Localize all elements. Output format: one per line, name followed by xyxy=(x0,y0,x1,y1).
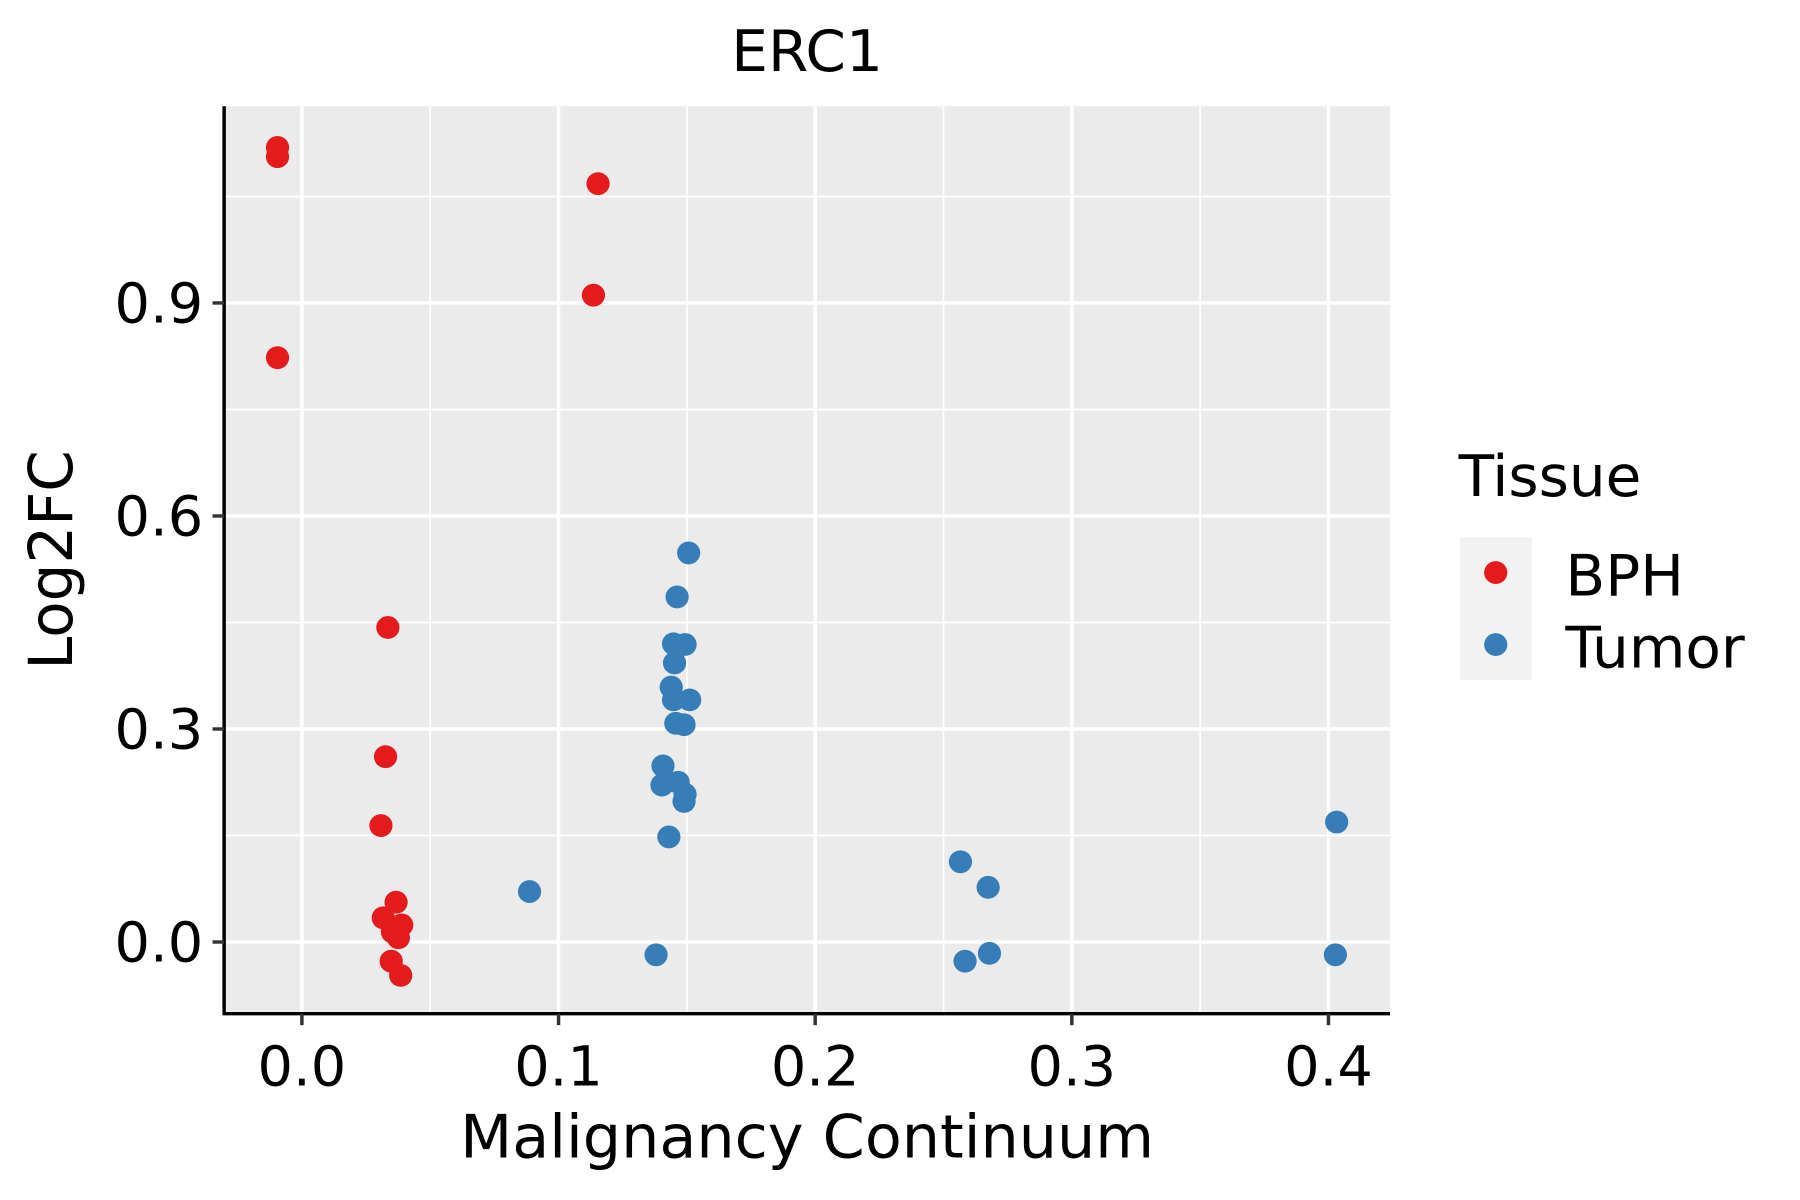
y-tick-label: 0.3 xyxy=(115,699,204,762)
point-tumor xyxy=(1325,810,1349,834)
x-tick-label: 0.4 xyxy=(1284,1036,1373,1099)
point-tumor xyxy=(673,633,697,656)
point-tumor xyxy=(948,850,973,874)
point-bph xyxy=(373,745,398,769)
legend-label-tumor: Tumor xyxy=(1564,615,1745,681)
point-tumor xyxy=(1323,943,1348,967)
axis-ticks: 0.0 0.1 0.2 0.3 0.4 0.0 0.3 0.6 0.9 xyxy=(115,273,1373,1100)
point-tumor xyxy=(644,943,668,967)
legend-key-bph xyxy=(1484,561,1508,584)
y-tick-label: 0.6 xyxy=(115,486,204,549)
gridlines xyxy=(224,106,1391,1014)
point-tumor xyxy=(651,754,675,778)
point-tumor xyxy=(661,688,686,712)
point-tumor xyxy=(650,773,674,797)
point-bph xyxy=(265,145,290,169)
legend-key-tumor xyxy=(1484,633,1508,656)
y-axis-label: Log2FC xyxy=(17,450,88,670)
legend: Tissue BPH Tumor xyxy=(1458,443,1746,681)
point-bph xyxy=(369,814,393,837)
point-bph xyxy=(265,346,290,370)
x-tick-label: 0.1 xyxy=(514,1036,603,1099)
point-bph xyxy=(389,963,413,987)
point-tumor xyxy=(976,875,1000,899)
point-bph xyxy=(386,926,411,950)
legend-title: Tissue xyxy=(1458,443,1642,509)
point-tumor xyxy=(517,880,542,904)
point-bph xyxy=(586,172,610,196)
point-tumor xyxy=(677,541,701,565)
x-tick-label: 0.3 xyxy=(1027,1036,1116,1099)
point-tumor xyxy=(672,713,696,737)
point-tumor xyxy=(672,789,696,813)
point-tumor xyxy=(977,941,1002,965)
point-tumor xyxy=(953,949,977,973)
plot-panel xyxy=(224,106,1391,1014)
y-tick-label: 0.9 xyxy=(115,273,204,336)
y-tick-label: 0.0 xyxy=(115,912,204,975)
chart-title: ERC1 xyxy=(731,18,883,84)
point-bph xyxy=(384,890,408,914)
legend-key-background xyxy=(1459,537,1532,680)
point-bph xyxy=(581,283,606,307)
point-tumor xyxy=(678,688,702,712)
point-tumor xyxy=(657,825,681,849)
x-axis-label: Malignancy Continuum xyxy=(460,1103,1154,1172)
legend-label-bph: BPH xyxy=(1565,543,1683,609)
x-tick-label: 0.2 xyxy=(771,1036,860,1099)
point-tumor xyxy=(662,651,687,675)
point-tumor xyxy=(665,585,689,609)
data-points xyxy=(265,136,1349,987)
point-bph xyxy=(376,616,400,639)
x-tick-label: 0.0 xyxy=(258,1036,347,1099)
